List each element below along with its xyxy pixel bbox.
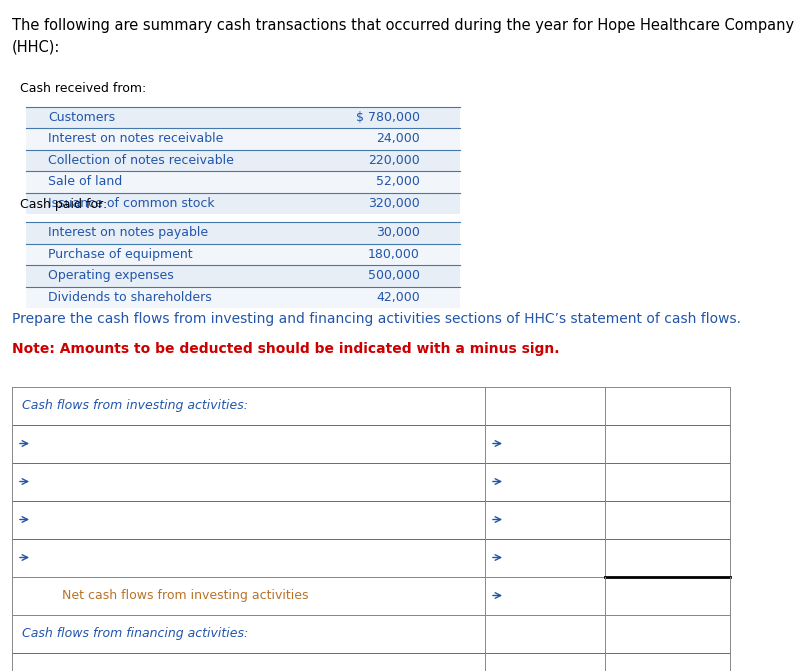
Text: Dividends to shareholders: Dividends to shareholders	[48, 291, 212, 304]
Bar	[26, 287, 460, 308]
Text: 320,000: 320,000	[368, 197, 420, 210]
Text: Customers: Customers	[48, 111, 115, 123]
Text: 500,000: 500,000	[368, 269, 420, 282]
Bar	[12, 501, 730, 539]
Text: Cash flows from financing activities:: Cash flows from financing activities:	[22, 627, 248, 640]
Text: 42,000: 42,000	[377, 291, 420, 304]
Text: Interest on notes payable: Interest on notes payable	[48, 226, 208, 240]
Bar	[12, 615, 730, 652]
Bar	[26, 265, 460, 287]
Text: Sale of land: Sale of land	[48, 175, 122, 189]
Text: Net cash flows from investing activities: Net cash flows from investing activities	[62, 589, 309, 602]
Bar	[12, 539, 730, 576]
Text: $ 780,000: $ 780,000	[356, 111, 420, 123]
Text: Note: Amounts to be deducted should be indicated with a minus sign.: Note: Amounts to be deducted should be i…	[12, 342, 559, 356]
Text: Cash received from:: Cash received from:	[20, 82, 146, 95]
Text: The following are summary cash transactions that occurred during the year for Ho: The following are summary cash transacti…	[12, 18, 794, 33]
Text: 30,000: 30,000	[377, 226, 420, 240]
Text: Cash flows from investing activities:: Cash flows from investing activities:	[22, 399, 248, 412]
Text: (HHC):: (HHC):	[12, 40, 61, 55]
Text: 24,000: 24,000	[377, 132, 420, 145]
Text: Cash paid for:: Cash paid for:	[20, 197, 107, 211]
Text: Interest on notes receivable: Interest on notes receivable	[48, 132, 223, 145]
Bar	[12, 462, 730, 501]
Bar	[26, 193, 460, 214]
Bar	[26, 107, 460, 128]
Bar	[12, 386, 730, 425]
Bar	[12, 576, 730, 615]
Text: Issuance of common stock: Issuance of common stock	[48, 197, 215, 210]
Bar	[26, 244, 460, 265]
Bar	[12, 425, 730, 462]
Text: Prepare the cash flows from investing and financing activities sections of HHC’s: Prepare the cash flows from investing an…	[12, 311, 741, 325]
Text: Purchase of equipment: Purchase of equipment	[48, 248, 192, 261]
Text: Operating expenses: Operating expenses	[48, 269, 174, 282]
Bar	[26, 150, 460, 171]
Text: 180,000: 180,000	[368, 248, 420, 261]
Text: 52,000: 52,000	[377, 175, 420, 189]
Text: 220,000: 220,000	[368, 154, 420, 167]
Bar	[26, 171, 460, 193]
Bar	[12, 652, 730, 671]
Text: Collection of notes receivable: Collection of notes receivable	[48, 154, 234, 167]
Bar	[26, 128, 460, 150]
Bar	[26, 222, 460, 244]
